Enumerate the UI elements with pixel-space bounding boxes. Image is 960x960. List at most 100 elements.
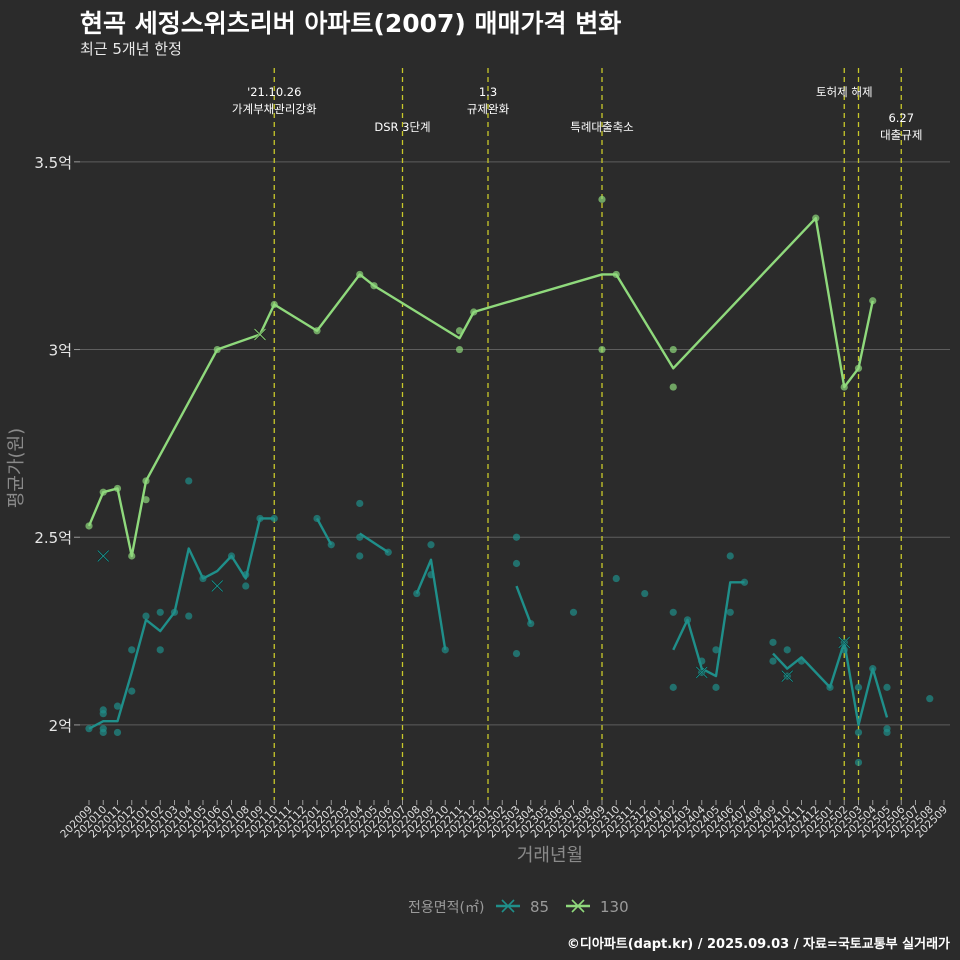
data-point bbox=[669, 345, 677, 354]
data-point bbox=[840, 646, 848, 654]
event-label: 1.3 bbox=[479, 85, 497, 99]
data-point bbox=[356, 552, 364, 560]
data-point bbox=[185, 612, 193, 620]
y-axis-title: 평균가(원) bbox=[6, 428, 27, 508]
event-label: 토허제 해제 bbox=[816, 85, 873, 99]
data-point bbox=[156, 608, 164, 616]
data-point bbox=[712, 646, 720, 654]
data-point bbox=[427, 541, 435, 549]
series-layer bbox=[85, 195, 934, 767]
data-point bbox=[356, 499, 364, 508]
data-point bbox=[128, 687, 136, 695]
series-line bbox=[772, 641, 889, 727]
data-point bbox=[270, 514, 278, 523]
series-line bbox=[359, 532, 389, 554]
cross-stroke bbox=[97, 550, 110, 562]
event-label: DSR 3단계 bbox=[374, 120, 430, 134]
data-point bbox=[156, 646, 164, 654]
data-point bbox=[769, 657, 777, 665]
event-label: 6.27 bbox=[888, 111, 914, 125]
series-130 bbox=[85, 195, 877, 560]
data-point bbox=[113, 484, 122, 493]
cross-marker bbox=[253, 328, 267, 341]
legend-cross bbox=[501, 899, 515, 913]
data-point bbox=[769, 638, 777, 646]
data-point bbox=[726, 608, 734, 616]
data-point bbox=[356, 270, 364, 279]
data-point bbox=[712, 683, 720, 691]
cross-marker bbox=[97, 549, 110, 563]
data-point bbox=[441, 646, 449, 654]
cross-stroke bbox=[838, 636, 851, 649]
data-point bbox=[242, 571, 250, 579]
series-line bbox=[415, 558, 447, 651]
chart-title: 현곡 세정스위츠리버 아파트(2007) 매매가격 변화 bbox=[80, 9, 622, 38]
cross-marker bbox=[211, 579, 224, 593]
data-point bbox=[227, 552, 236, 560]
cross-stroke bbox=[254, 328, 266, 341]
chart-caption: ©디아파트(dapt.kr) / 2025.09.03 / 자료=국토교통부 실… bbox=[566, 937, 950, 952]
axis-layer: 2억2.5억3억3.5억2020092020102020112020122021… bbox=[6, 154, 950, 866]
data-point bbox=[113, 702, 122, 710]
event-label: 가계부채관리강화 bbox=[232, 102, 317, 116]
data-point bbox=[199, 574, 207, 583]
data-point bbox=[512, 533, 521, 541]
event-label: 규제완화 bbox=[467, 102, 510, 116]
cross-stroke bbox=[781, 670, 794, 683]
series-line bbox=[87, 216, 874, 558]
y-tick-label: 2억 bbox=[49, 717, 72, 735]
data-point bbox=[812, 214, 820, 222]
data-point bbox=[612, 574, 620, 583]
data-point bbox=[370, 282, 378, 290]
data-point bbox=[869, 665, 877, 673]
data-point bbox=[313, 327, 321, 335]
series-85 bbox=[85, 477, 934, 767]
data-point bbox=[641, 589, 649, 598]
data-point bbox=[170, 608, 179, 616]
legend-label: 85 bbox=[530, 898, 549, 916]
data-point bbox=[413, 589, 421, 598]
data-point bbox=[327, 541, 335, 549]
data-point bbox=[669, 608, 677, 616]
data-point bbox=[840, 383, 848, 391]
data-point bbox=[427, 571, 435, 579]
data-point bbox=[356, 533, 364, 541]
data-point bbox=[270, 300, 278, 309]
data-point bbox=[726, 552, 734, 560]
data-point bbox=[128, 552, 136, 560]
data-point bbox=[669, 683, 677, 691]
data-point bbox=[883, 683, 891, 691]
data-point bbox=[740, 578, 749, 586]
data-point bbox=[384, 548, 392, 556]
series-line bbox=[88, 517, 275, 730]
data-point bbox=[470, 308, 478, 316]
event-label: 특례대출축소 bbox=[570, 120, 633, 134]
data-point bbox=[455, 345, 464, 354]
data-point bbox=[854, 683, 863, 691]
data-point bbox=[256, 514, 264, 523]
data-point bbox=[612, 270, 620, 279]
data-point bbox=[512, 650, 521, 658]
data-point bbox=[313, 514, 321, 523]
data-point bbox=[869, 297, 877, 305]
data-point bbox=[926, 695, 934, 703]
legend-label: 130 bbox=[600, 898, 629, 916]
cross-stroke bbox=[211, 580, 224, 592]
cross-marker bbox=[695, 666, 708, 679]
series-line bbox=[315, 517, 333, 546]
data-point bbox=[826, 683, 834, 691]
series-line bbox=[672, 581, 745, 678]
x-axis-title: 거래년월 bbox=[517, 845, 583, 866]
event-label: '21.10.26 bbox=[247, 85, 301, 99]
y-tick-label: 3.5억 bbox=[34, 154, 72, 172]
data-point bbox=[683, 616, 692, 624]
data-point bbox=[99, 488, 107, 496]
data-point bbox=[85, 725, 93, 733]
data-point bbox=[455, 327, 464, 335]
data-point bbox=[797, 657, 806, 665]
data-point bbox=[854, 364, 863, 372]
data-point bbox=[85, 522, 93, 530]
data-point bbox=[512, 559, 521, 568]
